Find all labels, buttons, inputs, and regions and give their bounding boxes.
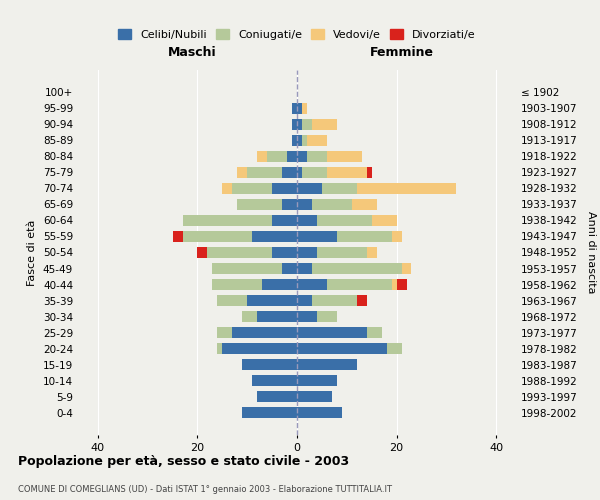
Bar: [297, 102, 302, 114]
Bar: [217, 295, 247, 306]
Bar: [297, 262, 312, 274]
Bar: [297, 343, 386, 354]
Bar: [282, 198, 297, 210]
Bar: [297, 327, 367, 338]
Y-axis label: Fasce di età: Fasce di età: [28, 220, 37, 286]
Bar: [272, 246, 297, 258]
Bar: [367, 327, 382, 338]
Bar: [386, 343, 401, 354]
Bar: [267, 150, 287, 162]
Bar: [182, 230, 252, 242]
Bar: [297, 134, 302, 146]
Bar: [252, 230, 297, 242]
Bar: [223, 343, 297, 354]
Bar: [282, 262, 297, 274]
Bar: [317, 214, 371, 226]
Bar: [337, 230, 392, 242]
Bar: [397, 279, 407, 290]
Bar: [371, 214, 397, 226]
Bar: [302, 134, 307, 146]
Bar: [317, 311, 337, 322]
Bar: [302, 102, 307, 114]
Bar: [212, 262, 282, 274]
Bar: [232, 327, 297, 338]
Bar: [247, 295, 297, 306]
Bar: [237, 166, 247, 178]
Bar: [357, 182, 456, 194]
Bar: [312, 295, 357, 306]
Text: COMUNE DI COMEGLIANS (UD) - Dati ISTAT 1° gennaio 2003 - Elaborazione TUTTITALIA: COMUNE DI COMEGLIANS (UD) - Dati ISTAT 1…: [18, 485, 392, 494]
Bar: [297, 198, 312, 210]
Bar: [297, 182, 322, 194]
Bar: [297, 391, 332, 402]
Bar: [292, 118, 297, 130]
Bar: [252, 375, 297, 386]
Bar: [257, 150, 267, 162]
Bar: [302, 166, 327, 178]
Bar: [297, 166, 302, 178]
Bar: [327, 166, 367, 178]
Bar: [257, 391, 297, 402]
Bar: [292, 102, 297, 114]
Bar: [223, 182, 232, 194]
Bar: [322, 182, 357, 194]
Bar: [327, 279, 392, 290]
Bar: [297, 359, 357, 370]
Bar: [327, 150, 362, 162]
Bar: [173, 230, 182, 242]
Bar: [262, 279, 297, 290]
Bar: [217, 327, 232, 338]
Bar: [297, 118, 302, 130]
Bar: [297, 311, 317, 322]
Bar: [297, 214, 317, 226]
Bar: [297, 279, 327, 290]
Bar: [292, 134, 297, 146]
Bar: [302, 118, 312, 130]
Bar: [297, 230, 337, 242]
Bar: [212, 279, 262, 290]
Legend: Celibi/Nubili, Coniugati/e, Vedovi/e, Divorziati/e: Celibi/Nubili, Coniugati/e, Vedovi/e, Di…: [114, 24, 480, 44]
Bar: [272, 214, 297, 226]
Bar: [197, 246, 208, 258]
Bar: [282, 166, 297, 178]
Bar: [357, 295, 367, 306]
Y-axis label: Anni di nascita: Anni di nascita: [586, 211, 596, 294]
Bar: [297, 246, 317, 258]
Bar: [312, 198, 352, 210]
Bar: [217, 343, 223, 354]
Bar: [247, 166, 282, 178]
Text: Femmine: Femmine: [370, 46, 434, 59]
Bar: [392, 279, 397, 290]
Bar: [307, 150, 327, 162]
Bar: [367, 166, 371, 178]
Bar: [307, 134, 327, 146]
Bar: [401, 262, 412, 274]
Bar: [242, 407, 297, 418]
Text: Maschi: Maschi: [167, 46, 216, 59]
Bar: [232, 182, 272, 194]
Bar: [297, 375, 337, 386]
Bar: [312, 118, 337, 130]
Bar: [287, 150, 297, 162]
Bar: [257, 311, 297, 322]
Bar: [392, 230, 401, 242]
Bar: [242, 359, 297, 370]
Bar: [242, 311, 257, 322]
Text: Popolazione per età, sesso e stato civile - 2003: Popolazione per età, sesso e stato civil…: [18, 454, 349, 468]
Bar: [312, 262, 401, 274]
Bar: [208, 246, 272, 258]
Bar: [367, 246, 377, 258]
Bar: [297, 150, 307, 162]
Bar: [317, 246, 367, 258]
Bar: [352, 198, 377, 210]
Bar: [297, 295, 312, 306]
Bar: [272, 182, 297, 194]
Bar: [297, 407, 342, 418]
Bar: [237, 198, 282, 210]
Bar: [182, 214, 272, 226]
